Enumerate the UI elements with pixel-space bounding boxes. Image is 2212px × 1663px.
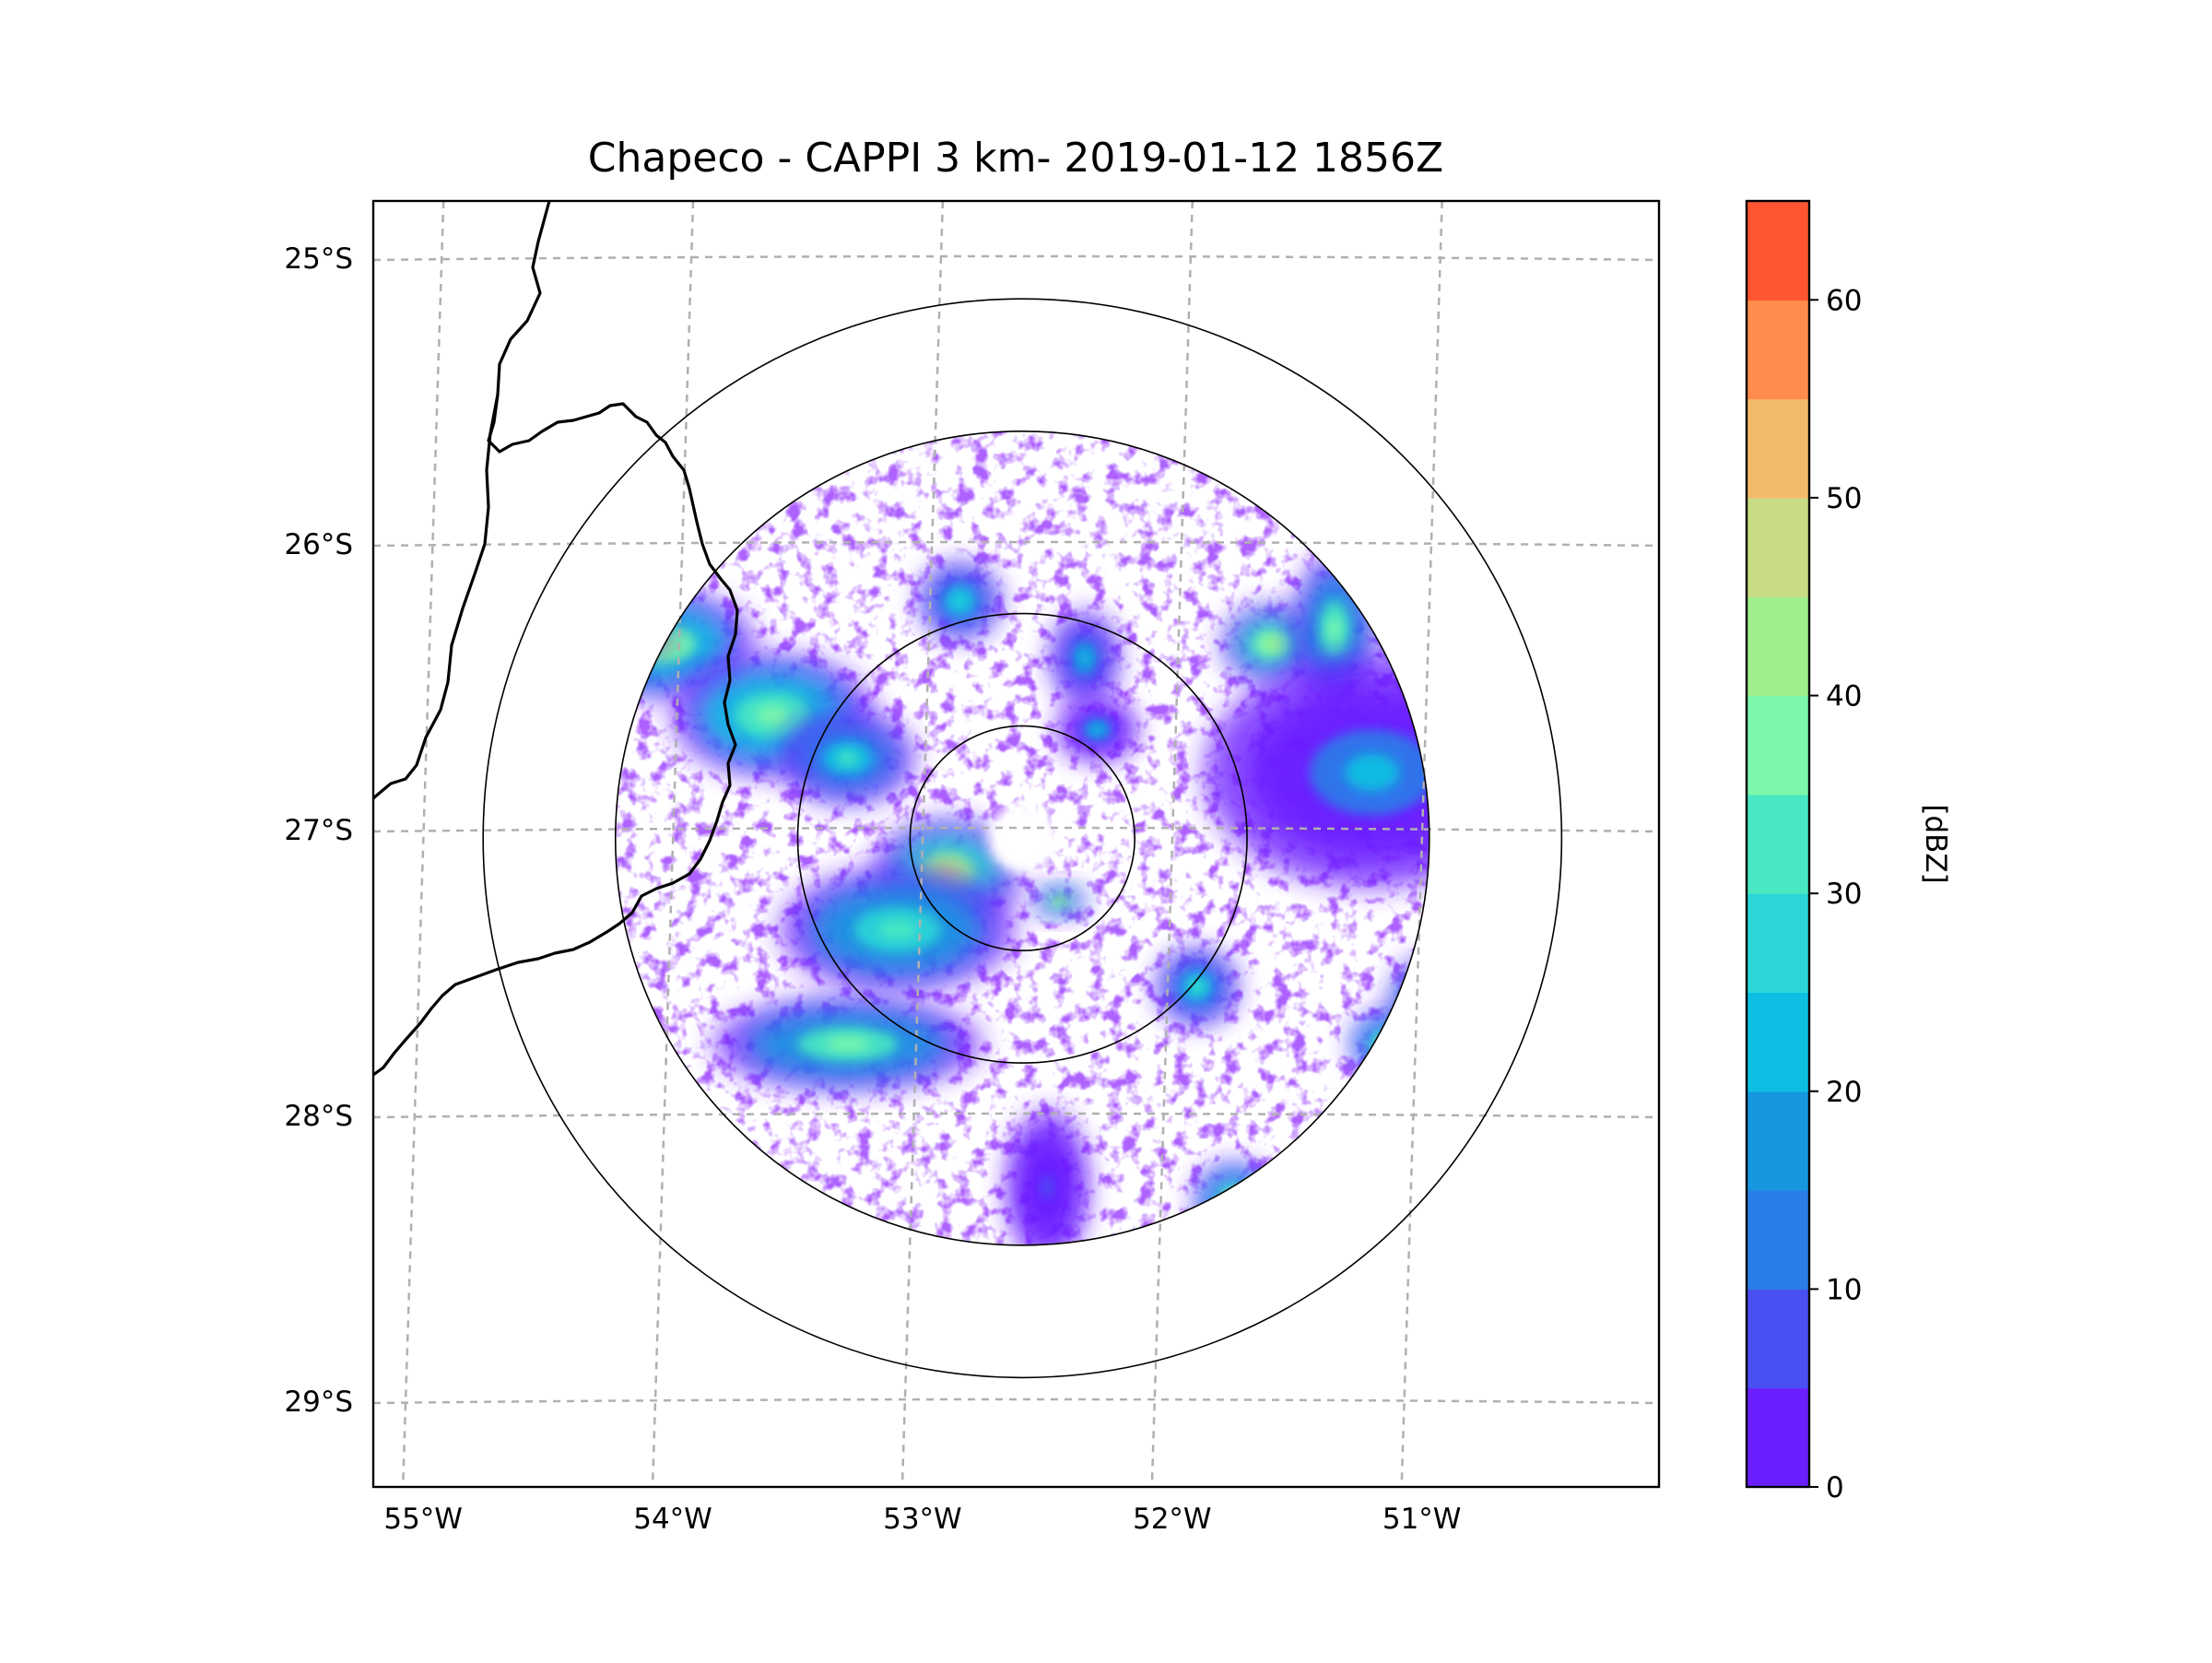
colorbar-segment	[1747, 1387, 1809, 1488]
y-tick-label: 25°S	[284, 242, 353, 276]
colorbar-segment	[1747, 1289, 1809, 1389]
gridline-lat	[373, 826, 1659, 833]
state-border	[373, 201, 739, 1077]
border-line-west	[373, 394, 500, 800]
radar-site-gap	[987, 803, 1058, 874]
colorbar-segment	[1747, 695, 1809, 796]
x-tick-label: 55°W	[383, 1503, 463, 1536]
echo-cell-core	[1190, 980, 1205, 994]
echo-cell-core	[836, 750, 859, 766]
colorbar-segment	[1747, 596, 1809, 697]
echo-cell-core	[1041, 1174, 1054, 1200]
colorbar-segment	[1747, 398, 1809, 499]
echo-cell-core	[756, 705, 790, 725]
colorbar-tick-label: 40	[1826, 680, 1862, 714]
gridline-lon	[900, 201, 945, 1487]
gridline-lat	[373, 1112, 1659, 1119]
colorbar-tick-label: 0	[1826, 1471, 1844, 1504]
colorbar-tick-label: 10	[1826, 1273, 1862, 1306]
colorbar-tick-label: 60	[1826, 284, 1862, 317]
colorbar-segment	[1747, 992, 1809, 1092]
range-ring	[796, 612, 1248, 1064]
range-ring	[482, 298, 1563, 1379]
chart-title: Chapeco - CAPPI 3 km- 2019-01-12 1856Z	[588, 135, 1443, 182]
range-rings	[482, 298, 1563, 1379]
x-tick-label: 54°W	[633, 1503, 712, 1536]
colorbar-segment	[1747, 1190, 1809, 1290]
colorbar-segment	[1747, 497, 1809, 597]
y-tick-label: 28°S	[284, 1100, 353, 1133]
y-tick-label: 26°S	[284, 528, 353, 561]
echo-cell-core	[825, 1036, 870, 1052]
y-tick-label: 27°S	[284, 814, 353, 847]
x-tick-label: 52°W	[1133, 1503, 1212, 1536]
echo-cell-core	[877, 919, 917, 940]
colorbar-segment	[1747, 1091, 1809, 1191]
range-ring	[909, 725, 1135, 951]
colorbar-frame	[1745, 199, 1811, 1489]
echo-cell-core	[1079, 650, 1090, 666]
echo-cell-core	[1055, 898, 1065, 904]
colorbar-segment	[1747, 300, 1809, 400]
x-tick-label: 51°W	[1382, 1503, 1462, 1536]
gridline-lon	[401, 201, 445, 1487]
gridline-lon	[651, 201, 695, 1487]
colorbar-segment	[1747, 201, 1809, 301]
echo-cell-core	[1344, 753, 1400, 792]
gridline-lon	[1400, 201, 1443, 1487]
echo-cell-core	[953, 595, 967, 607]
gridline-lat	[373, 254, 1659, 262]
y-tick-label: 29°S	[284, 1386, 353, 1419]
x-tick-label: 53°W	[883, 1503, 962, 1536]
echo-cell-core	[1090, 725, 1104, 735]
colorbar-label: [dBZ]	[1919, 804, 1952, 883]
colorbar-tick-label: 50	[1826, 482, 1862, 515]
colorbar-segment	[1747, 794, 1809, 894]
colorbar-segment	[1747, 893, 1809, 994]
x-axis: 55°W 54°W 53°W 52°W 51°W	[383, 1503, 1461, 1536]
range-ring	[614, 430, 1430, 1246]
colorbar: 0 10 20 30 40 50 60	[1745, 199, 1862, 1504]
colorbar-tick-label: 30	[1826, 878, 1862, 911]
border-line-north	[373, 201, 739, 1077]
colorbar-tick-label: 20	[1826, 1076, 1862, 1109]
y-axis: 25°S 26°S 27°S 28°S 29°S	[284, 242, 353, 1419]
gridlines	[373, 201, 1659, 1487]
gridline-lon	[1150, 201, 1194, 1487]
map-frame	[371, 199, 1661, 1489]
echo-cell-core	[1327, 617, 1342, 643]
echo-cell-core	[1264, 637, 1281, 651]
gridline-lat	[373, 540, 1659, 548]
gridline-lat	[373, 1398, 1659, 1405]
